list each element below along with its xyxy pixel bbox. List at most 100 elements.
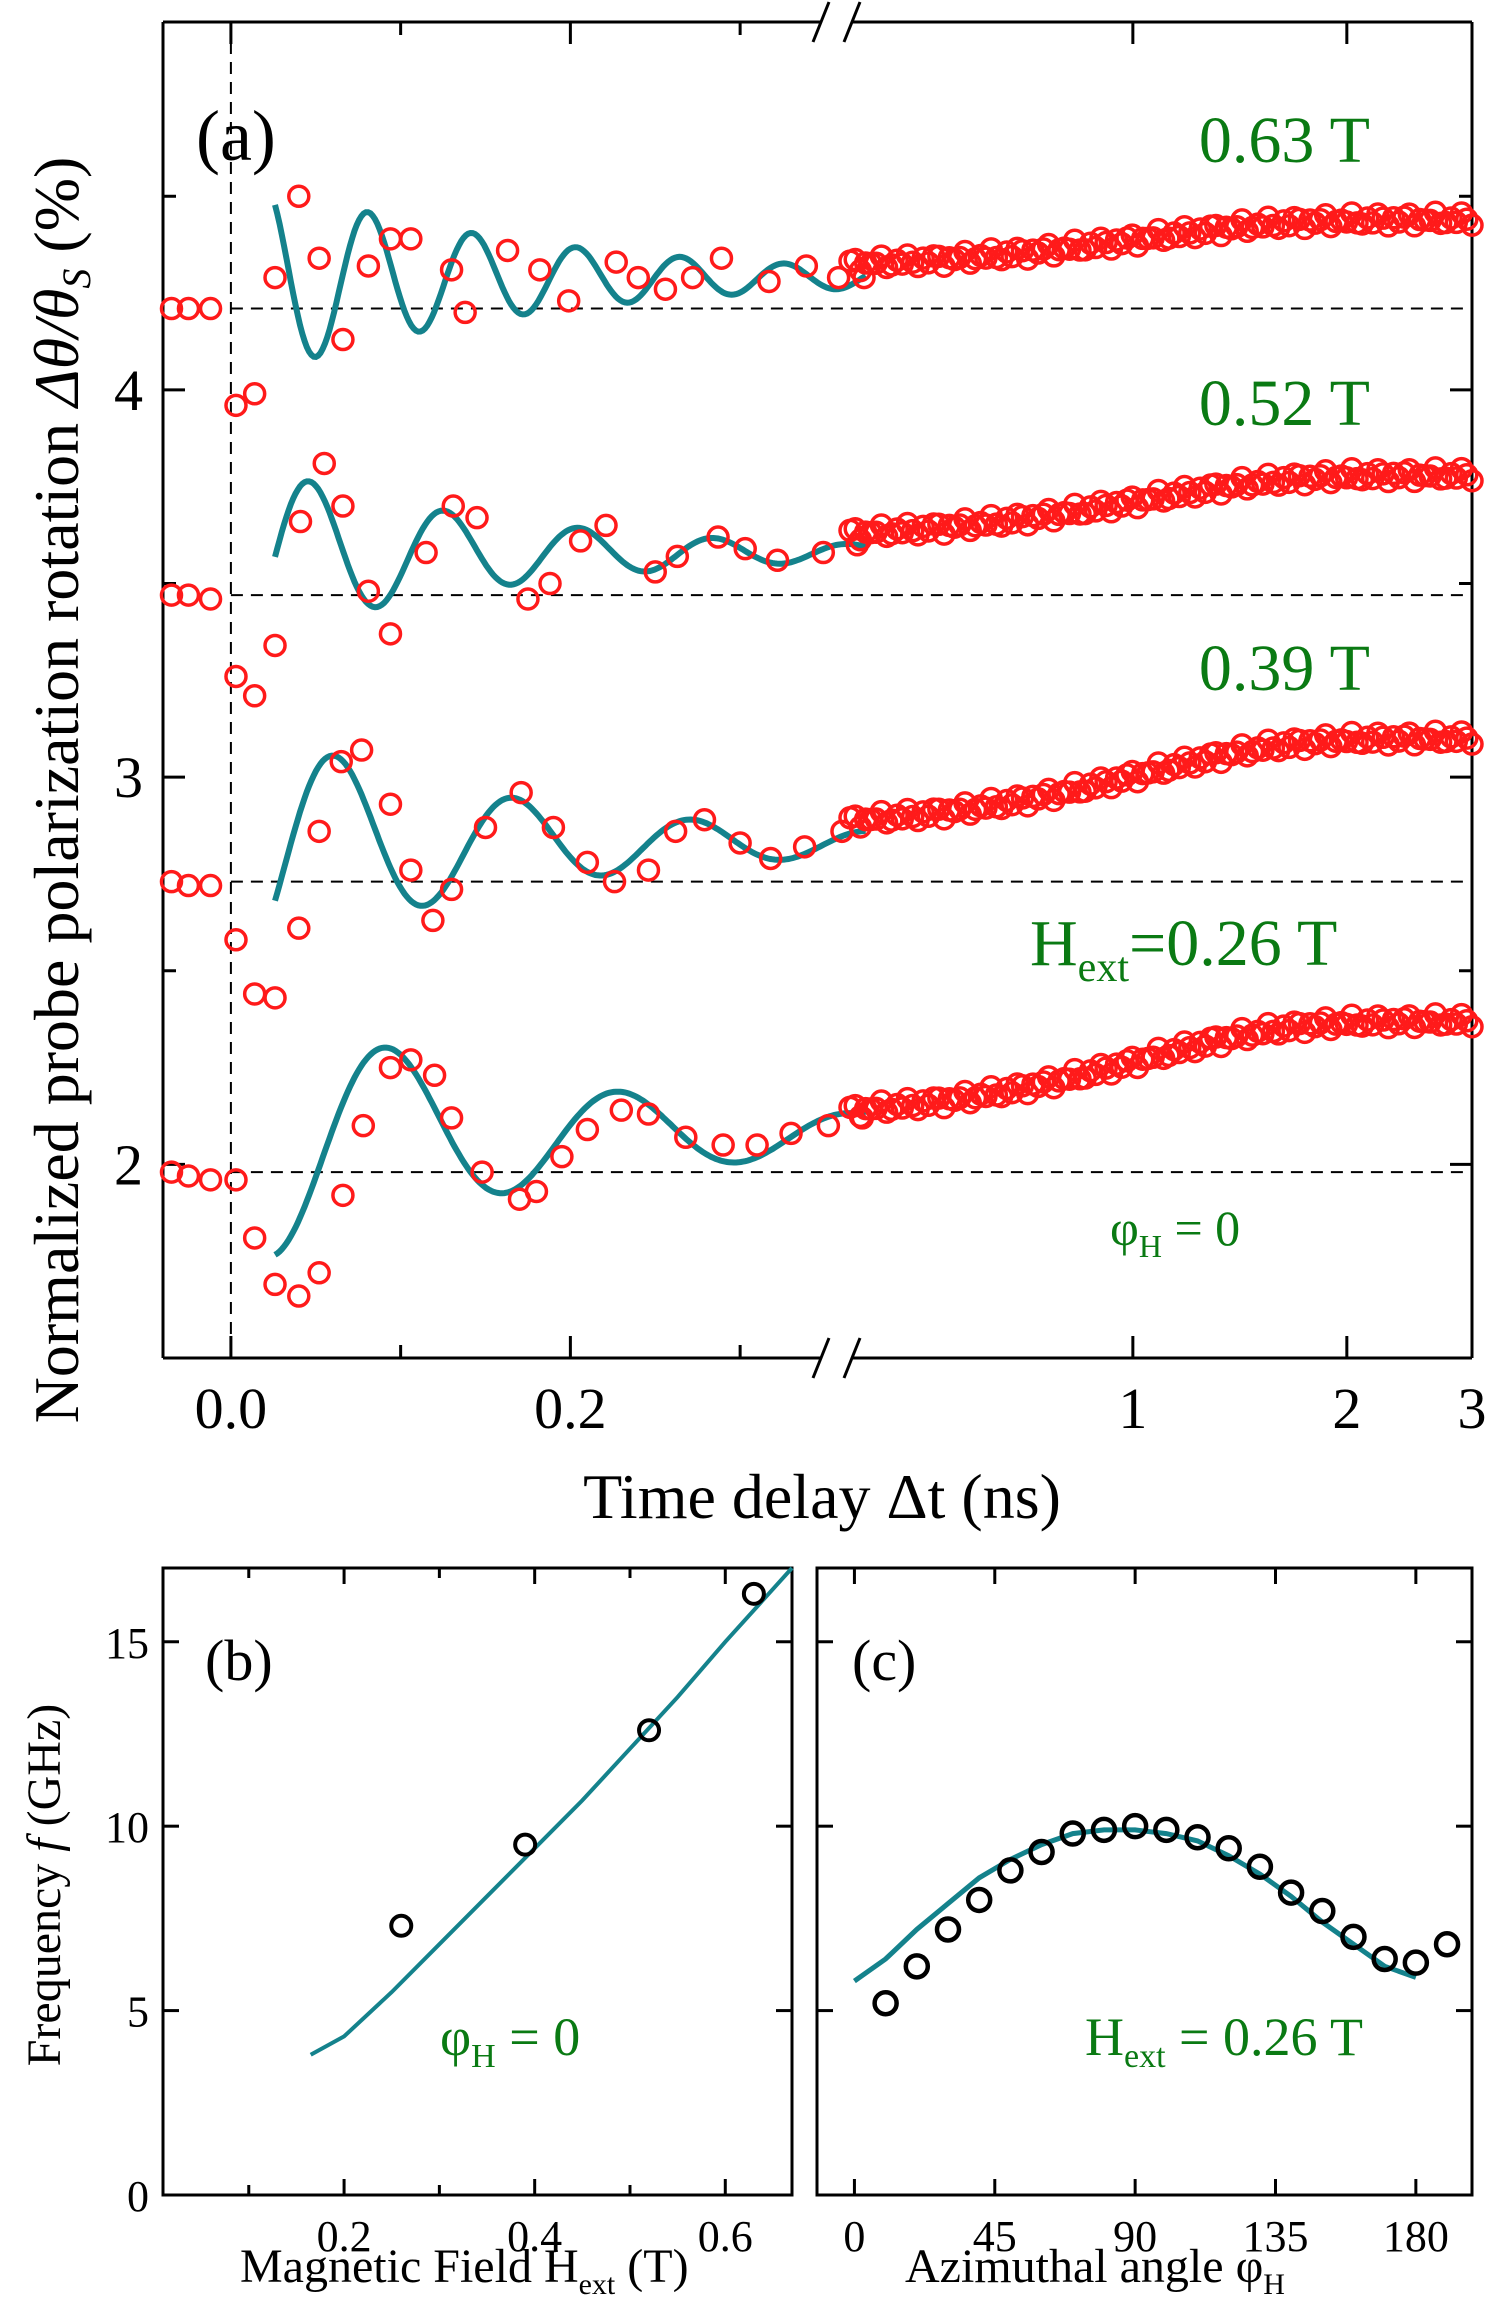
x-tick-label: 0.6 xyxy=(698,2212,753,2261)
panel-a-time-resolved-traces: 2 3 4 0.0 0.2 1 2 3 (a) 0.63 T 0.52 T 0.39 T He… xyxy=(21,1,1487,1532)
data-point xyxy=(911,1089,935,1113)
data-point xyxy=(1246,1853,1274,1880)
data-point xyxy=(1460,1014,1484,1039)
data-point xyxy=(1402,1949,1430,1976)
data-point xyxy=(636,858,661,882)
data-point xyxy=(995,788,1019,813)
panel-b-y-title-tail: (GHz) xyxy=(18,1704,71,1839)
data-point xyxy=(602,869,627,894)
data-point xyxy=(1090,1816,1118,1844)
data-point xyxy=(568,529,593,553)
panel-b-fit-curve xyxy=(309,1566,794,2057)
data-point xyxy=(1157,226,1181,250)
x-tick-label: 0.2 xyxy=(317,2212,372,2261)
panel-c-data-points xyxy=(872,1812,1461,2017)
data-point xyxy=(1157,486,1181,511)
data-point xyxy=(399,227,423,251)
panel-c-x-title-sub: H xyxy=(1263,2268,1285,2301)
x-tick-label: 0.2 xyxy=(534,1376,607,1441)
x-tick-label: 135 xyxy=(1243,2212,1309,2261)
data-point xyxy=(528,258,552,282)
data-point xyxy=(997,1857,1024,1884)
data-point xyxy=(995,506,1019,531)
data-point xyxy=(1460,213,1484,237)
data-point xyxy=(224,928,248,952)
axis-break-mark xyxy=(811,1337,831,1379)
fit-curve-0 xyxy=(272,204,868,360)
data-point xyxy=(1272,731,1296,755)
data-point xyxy=(1188,746,1212,770)
data-point xyxy=(1381,205,1406,230)
panel-c-h-sub: ext xyxy=(1124,2038,1166,2075)
data-point xyxy=(263,265,287,290)
data-point xyxy=(439,877,464,902)
panel-b-tick-labels: 0 5 10 15 0.2 0.4 0.6 xyxy=(105,1619,753,2261)
data-point xyxy=(779,1121,803,1146)
data-point xyxy=(1215,1835,1242,1862)
data-point xyxy=(159,1160,184,1184)
panel-b-phi-annotation: φH = 0 xyxy=(440,2007,580,2075)
data-point xyxy=(733,536,757,561)
data-point xyxy=(728,831,752,855)
data-point xyxy=(176,583,201,607)
data-point xyxy=(159,583,184,607)
panel-c-x-title-main: Azimuthal angle φ xyxy=(905,2240,1263,2293)
fit-curve-2 xyxy=(272,752,866,909)
data-point xyxy=(1371,1945,1398,1973)
data-point xyxy=(242,1226,267,1250)
panel-a-series-label-0: 0.63 T xyxy=(1199,104,1370,177)
data-point xyxy=(674,1125,698,1150)
panel-c-border xyxy=(815,1566,1474,2197)
data-point xyxy=(453,300,477,325)
panel-a-axes-frame xyxy=(161,1,1474,1379)
data-point xyxy=(1381,461,1406,486)
data-point xyxy=(331,327,355,352)
data-point xyxy=(242,982,267,1006)
data-point xyxy=(470,1160,494,1184)
panel-c-h-symbol: H xyxy=(1085,2007,1124,2067)
panel-b-x-title-main: Magnetic Field H xyxy=(240,2240,579,2293)
fit-curve-3 xyxy=(273,1044,867,1258)
data-point xyxy=(263,986,287,1010)
data-point xyxy=(626,265,651,290)
data-point xyxy=(604,250,628,274)
data-point xyxy=(872,1989,899,2017)
x-tick-label: 0.0 xyxy=(195,1376,268,1441)
data-point xyxy=(307,1261,331,1285)
data-point xyxy=(541,815,566,840)
data-point xyxy=(745,1133,769,1157)
panel-c-h-tail: = 0.26 T xyxy=(1166,2007,1363,2067)
data-point xyxy=(176,296,201,321)
axis-break-mark xyxy=(842,1,862,43)
data-point xyxy=(1104,228,1129,252)
x-tick-label: 90 xyxy=(1113,2212,1157,2261)
panel-a-phi-tail: = 0 xyxy=(1162,1200,1240,1256)
panel-b-axes-frame xyxy=(161,1566,794,2197)
data-point xyxy=(1455,207,1479,231)
data-point xyxy=(176,1164,201,1188)
data-point xyxy=(903,1953,931,1980)
panel-a-phi-sub: H xyxy=(1139,1228,1162,1264)
data-point xyxy=(513,1832,538,1857)
data-point xyxy=(329,749,353,774)
x-tick-label: 1 xyxy=(1118,1376,1147,1441)
panel-a-series-label-1: 0.52 T xyxy=(1199,367,1370,440)
data-point xyxy=(224,393,248,418)
data-point xyxy=(378,792,403,816)
data-point xyxy=(224,664,248,689)
data-point xyxy=(287,916,311,940)
data-point xyxy=(1094,230,1118,255)
panel-b-x-axis-title: Magnetic Field Hext (T) xyxy=(240,2240,689,2301)
data-point xyxy=(1272,465,1296,490)
data-point xyxy=(1455,726,1479,750)
data-point xyxy=(765,548,790,573)
x-tick-label: 2 xyxy=(1332,1376,1361,1441)
x-tick-label: 3 xyxy=(1458,1376,1487,1441)
y-tick-label: 5 xyxy=(127,1988,149,2037)
panel-a-y-title-main: Normalized probe polarization rotation xyxy=(21,407,92,1424)
data-point xyxy=(399,858,423,882)
panel-c-label: (c) xyxy=(852,1628,916,1693)
data-point xyxy=(680,265,705,290)
panel-a-fit-curves xyxy=(272,204,868,1258)
panel-a-x-axis-title: Time delay Δt (ns) xyxy=(583,1461,1061,1532)
